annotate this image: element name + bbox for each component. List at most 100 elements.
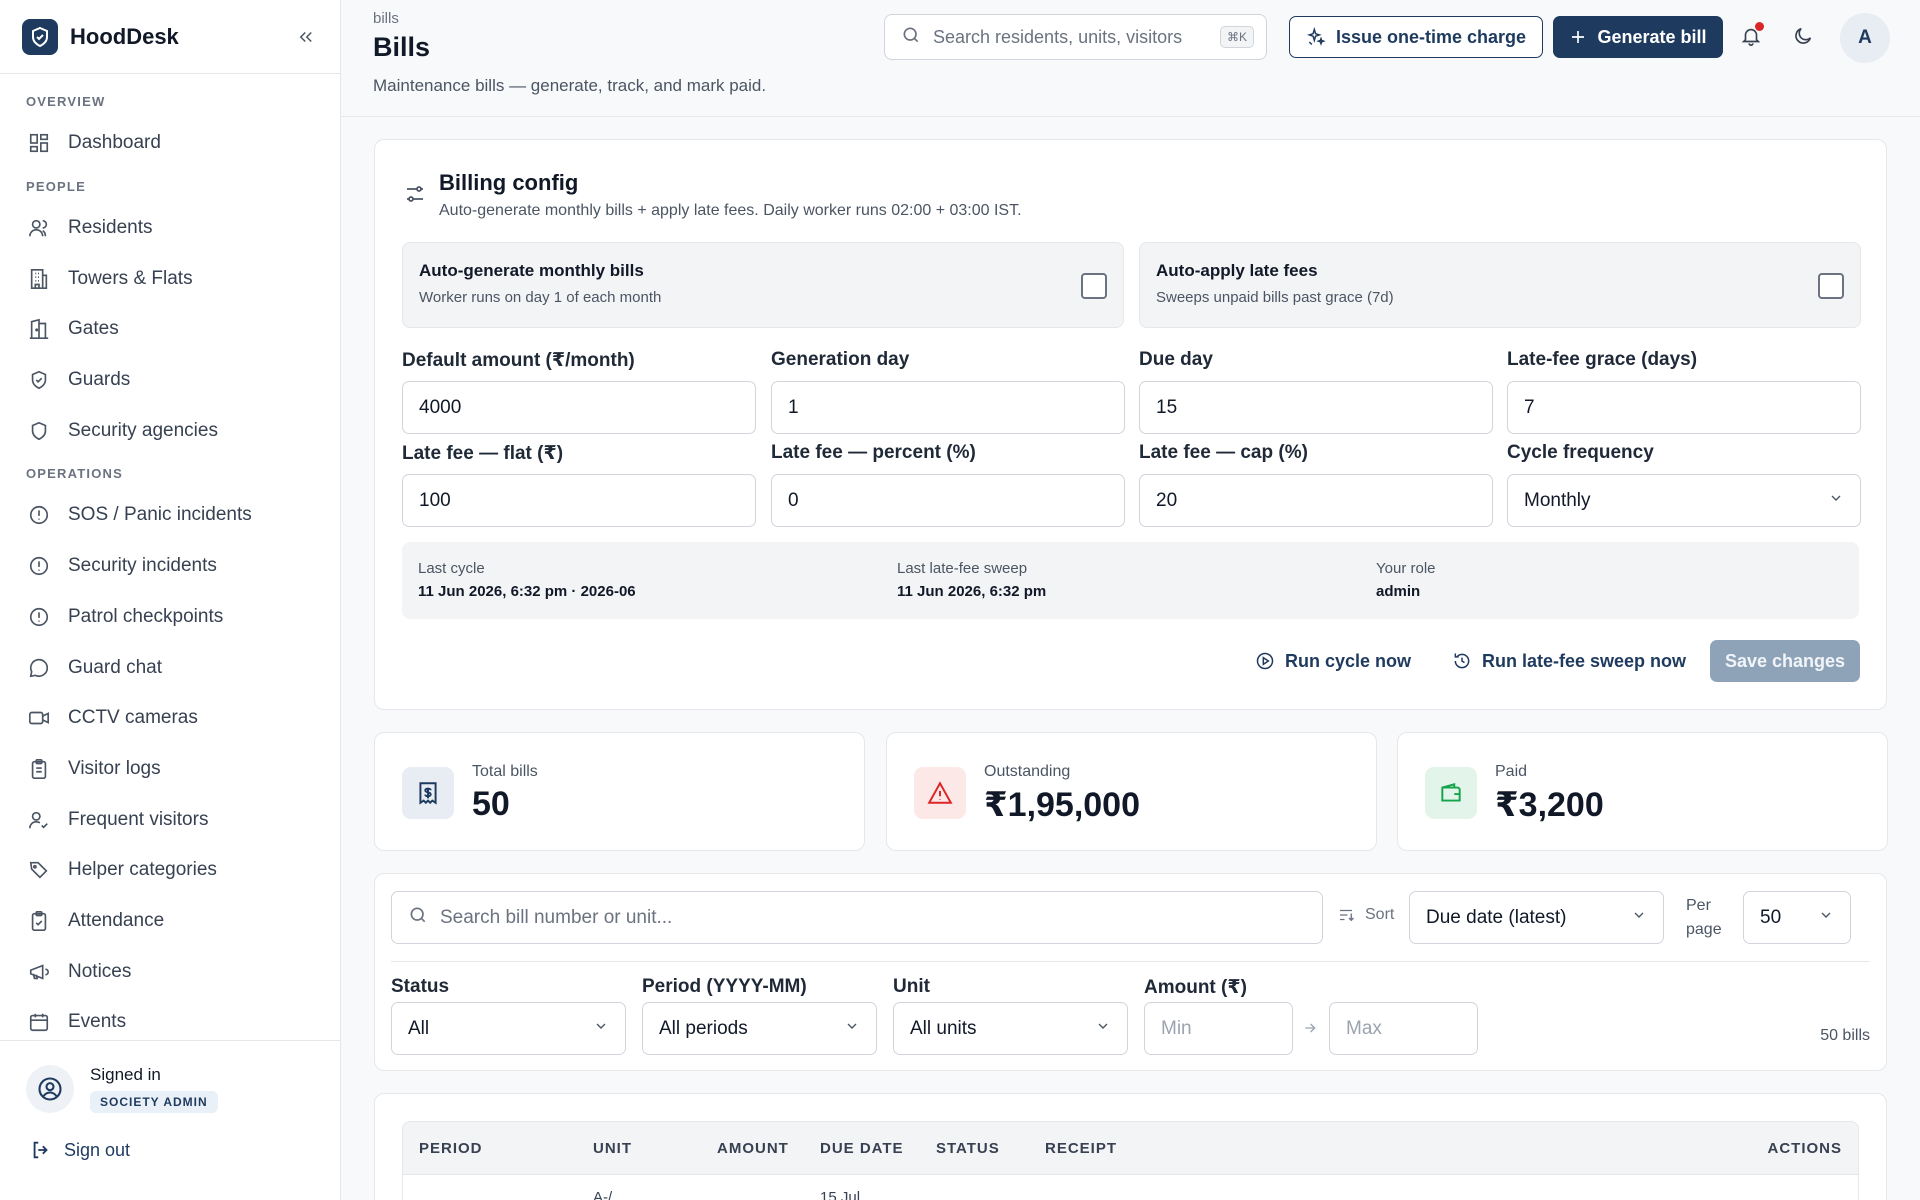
sidebar-item-label: Guard chat [68,656,162,678]
per-page-select[interactable]: 50 [1743,891,1851,944]
global-search-input[interactable]: Search residents, units, visitors ⌘K [884,14,1267,60]
amount-max-input[interactable]: Max [1329,1002,1478,1055]
alert-circle-icon [26,553,52,579]
unit-filter-select[interactable]: All units [893,1002,1128,1055]
sidebar-item-security-agencies[interactable]: Security agencies [0,405,340,456]
warning-icon [914,767,966,819]
bill-search-placeholder: Search bill number or unit... [440,906,673,928]
column-header-period[interactable]: PERIOD [419,1140,483,1157]
brand-name: HoodDesk [70,23,179,49]
grace-days-input[interactable]: 7 [1507,381,1861,434]
grace-days-label: Late-fee grace (days) [1507,349,1698,370]
arrow-right-icon [1302,1020,1318,1036]
amount-min-input[interactable]: Min [1144,1002,1293,1055]
auto-generate-description: Worker runs on day 1 of each month [419,289,662,306]
issue-charge-label: Issue one-time charge [1335,26,1527,47]
column-header-status[interactable]: STATUS [936,1140,1000,1157]
run-cycle-label: Run cycle now [1285,650,1412,671]
building-icon [26,266,52,292]
sidebar-item-gates[interactable]: Gates [0,304,340,355]
cycle-frequency-select[interactable]: Monthly [1507,474,1861,527]
cycle-frequency-field: Cycle frequency Monthly [1507,442,1861,527]
sidebar-item-visitor-logs[interactable]: Visitor logs [0,744,340,795]
auto-late-fees-title: Auto-apply late fees [1156,261,1318,280]
chevron-down-icon [593,1018,609,1040]
generate-bill-button[interactable]: Generate bill [1553,16,1723,58]
sidebar: HoodDesk OVERVIEW Dashboard PEOPLE Resid… [0,0,341,1200]
last-sweep-label: Last late-fee sweep [897,560,1028,577]
sidebar-item-label: Residents [68,217,153,239]
last-cycle-value: 11 Jun 2026, 6:32 pm · 2026-06 [418,583,636,600]
period-filter-select[interactable]: All periods [642,1002,877,1055]
late-fee-flat-input[interactable]: 100 [402,474,756,527]
brand-logo-icon[interactable] [22,18,58,55]
auto-late-fees-toggle[interactable]: Auto-apply late fees Sweeps unpaid bills… [1139,242,1861,328]
table-row[interactable]: A-/ 15 Jul [402,1175,1859,1200]
save-changes-button[interactable]: Save changes [1710,640,1860,682]
users-icon [26,215,52,241]
bill-search-input[interactable]: Search bill number or unit... [391,891,1323,944]
column-header-due-date[interactable]: DUE DATE [820,1140,904,1157]
run-late-fee-sweep-button[interactable]: Run late-fee sweep now [1452,640,1686,682]
user-avatar[interactable]: A [1840,13,1890,63]
breadcrumb[interactable]: bills [373,10,399,27]
run-cycle-now-button[interactable]: Run cycle now [1255,640,1411,682]
auto-generate-toggle[interactable]: Auto-generate monthly bills Worker runs … [402,242,1124,328]
billing-config-description: Auto-generate monthly bills + apply late… [439,202,1022,219]
column-header-amount[interactable]: AMOUNT [717,1140,789,1157]
sort-select[interactable]: Due date (latest) [1409,891,1664,944]
sidebar-item-notices[interactable]: Notices [0,946,340,997]
sidebar-item-sos[interactable]: SOS / Panic incidents [0,490,340,541]
dashboard-icon [26,130,52,156]
sidebar-item-guards[interactable]: Guards [0,355,340,406]
sidebar-item-frequent-visitors[interactable]: Frequent visitors [0,794,340,845]
bill-count: 50 bills [1820,1027,1870,1044]
clipboard-check-icon [26,908,52,934]
late-fee-cap-input[interactable]: 20 [1139,474,1493,527]
generation-day-input[interactable]: 1 [771,381,1125,434]
per-page-value: 50 [1760,906,1782,928]
last-sweep-value: 11 Jun 2026, 6:32 pm [897,583,1047,600]
period-filter-value: All periods [659,1017,748,1039]
issue-one-time-charge-button[interactable]: Issue one-time charge [1289,16,1543,58]
sidebar-item-security-incidents[interactable]: Security incidents [0,541,340,592]
chevron-down-icon [844,1018,860,1040]
row-unit: A-/ [593,1189,613,1200]
auto-generate-checkbox[interactable] [1081,273,1107,299]
sidebar-item-guard-chat[interactable]: Guard chat [0,642,340,693]
column-header-receipt[interactable]: RECEIPT [1045,1140,1118,1157]
sidebar-item-cctv[interactable]: CCTV cameras [0,693,340,744]
status-filter-select[interactable]: All [391,1002,626,1055]
megaphone-icon [26,959,52,985]
sidebar-item-attendance[interactable]: Attendance [0,896,340,947]
bills-table-card: PERIOD UNIT AMOUNT DUE DATE STATUS RECEI… [374,1093,1887,1200]
bill-filters-card: Search bill number or unit... Sort Due d… [374,873,1887,1071]
play-circle-icon [1255,651,1275,671]
sidebar-item-label: Security incidents [68,555,217,577]
column-header-unit[interactable]: UNIT [593,1140,632,1157]
receipt-icon [402,767,454,819]
sign-out-button[interactable]: Sign out [0,1113,340,1161]
refresh-clock-icon [1452,651,1472,671]
collapse-sidebar-icon[interactable] [294,25,318,49]
notifications-bell-icon[interactable] [1735,20,1767,52]
sidebar-item-dashboard[interactable]: Dashboard [0,118,340,169]
late-fee-flat-label: Late fee — flat (₹) [402,443,564,464]
search-shortcut: ⌘K [1219,26,1254,48]
sidebar-item-helper-categories[interactable]: Helper categories [0,845,340,896]
due-day-input[interactable]: 15 [1139,381,1493,434]
global-search-placeholder: Search residents, units, visitors [933,26,1183,47]
default-amount-input[interactable]: 4000 [402,381,756,434]
sidebar-item-label: Visitor logs [68,757,161,779]
sidebar-item-towers-flats[interactable]: Towers & Flats [0,253,340,304]
sidebar-item-label: SOS / Panic incidents [68,504,252,526]
late-fee-percent-input[interactable]: 0 [771,474,1125,527]
sidebar-item-label: CCTV cameras [68,707,198,729]
sidebar-nav: OVERVIEW Dashboard PEOPLE Residents Towe… [0,74,340,1040]
auto-late-fees-checkbox[interactable] [1818,273,1844,299]
sidebar-item-residents[interactable]: Residents [0,203,340,254]
alert-circle-icon [26,502,52,528]
sidebar-item-patrol-checkpoints[interactable]: Patrol checkpoints [0,592,340,643]
dark-mode-moon-icon[interactable] [1787,20,1819,52]
sidebar-item-events[interactable]: Events [0,997,340,1040]
